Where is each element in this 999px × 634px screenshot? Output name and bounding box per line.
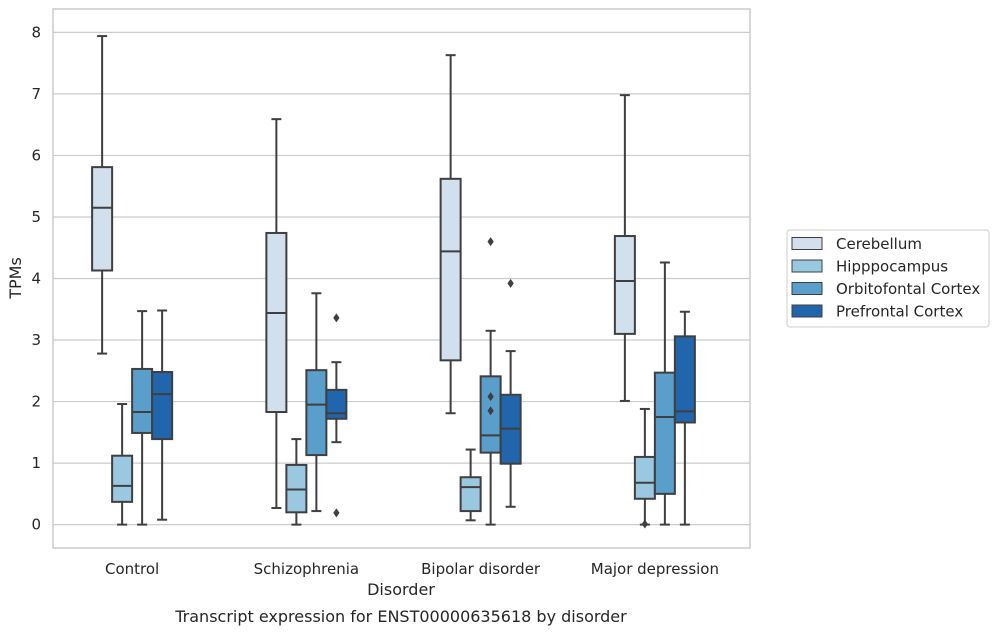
outlier-point xyxy=(507,278,514,288)
iqr-box xyxy=(91,166,114,272)
box-layer xyxy=(91,35,696,529)
outlier-point xyxy=(487,237,494,247)
box-orbitofontal-cortex xyxy=(653,261,676,526)
y-tick-label: 2 xyxy=(31,393,41,411)
iqr-box xyxy=(459,476,482,513)
box-prefrontal-cortex xyxy=(151,309,174,521)
legend-label: Orbitofontal Cortex xyxy=(836,280,980,298)
box-hipppocampus xyxy=(111,403,134,526)
legend-swatch xyxy=(791,259,823,273)
legend: Cerebellum Hipppocampus Orbitofontal Corte… xyxy=(786,229,990,328)
y-tick-labels: 0 1 2 3 4 5 6 7 8 xyxy=(31,23,41,533)
legend-swatch xyxy=(791,237,823,250)
iqr-box xyxy=(265,231,288,414)
y-tick-label: 3 xyxy=(31,331,41,349)
iqr-box xyxy=(305,369,328,457)
iqr-box xyxy=(613,235,636,335)
outlier-point xyxy=(333,508,340,518)
x-tick-label: Control xyxy=(105,560,159,578)
box-prefrontal-cortex xyxy=(673,310,696,526)
y-tick-label: 4 xyxy=(31,270,41,288)
legend-frame xyxy=(786,229,990,328)
outlier-point xyxy=(641,519,649,529)
legend-swatch xyxy=(791,304,823,318)
x-tick-label: Schizophrenia xyxy=(254,560,359,578)
legend-label: Hipppocampus xyxy=(836,258,948,276)
box-cerebellum xyxy=(613,94,636,402)
figure-caption: Transcript expression for ENST0000063561… xyxy=(174,607,627,626)
box-cerebellum xyxy=(439,54,462,415)
iqr-box xyxy=(325,388,348,420)
box-hipppocampus xyxy=(285,438,308,526)
y-axis-label: TPMs xyxy=(6,257,25,300)
iqr-box xyxy=(151,371,174,441)
y-tick-label: 5 xyxy=(31,208,41,226)
box-cerebellum xyxy=(265,118,288,510)
box-prefrontal-cortex xyxy=(325,313,348,518)
x-tick-labels: Control Schizophrenia Bipolar disorder Majo… xyxy=(105,560,719,578)
iqr-box xyxy=(131,367,154,434)
iqr-box xyxy=(633,455,656,500)
y-tick-label: 7 xyxy=(31,85,41,103)
legend-label: Cerebellum xyxy=(836,235,922,253)
y-tick-label: 8 xyxy=(31,23,41,41)
x-tick-label: Bipolar disorder xyxy=(421,560,541,578)
box-hipppocampus xyxy=(459,448,482,522)
box-orbitofontal-cortex xyxy=(479,237,502,526)
y-tick-label: 1 xyxy=(31,454,41,472)
y-tick-label: 0 xyxy=(31,516,41,534)
plot-frame xyxy=(52,8,751,549)
iqr-box xyxy=(653,371,676,495)
box-prefrontal-cortex xyxy=(499,278,522,508)
iqr-box xyxy=(673,335,696,424)
box-hipppocampus xyxy=(633,407,656,529)
x-axis-label: Disorder xyxy=(367,580,435,599)
iqr-box xyxy=(439,177,462,362)
outlier-point xyxy=(487,406,494,416)
legend-swatch xyxy=(791,282,823,295)
iqr-box xyxy=(111,454,134,503)
x-tick-label: Major depression xyxy=(591,560,719,578)
outlier-point xyxy=(487,392,494,402)
box-cerebellum xyxy=(91,35,114,355)
legend-label: Prefrontal Cortex xyxy=(836,303,963,321)
y-tick-label: 6 xyxy=(31,146,41,164)
outlier-point xyxy=(333,313,340,323)
